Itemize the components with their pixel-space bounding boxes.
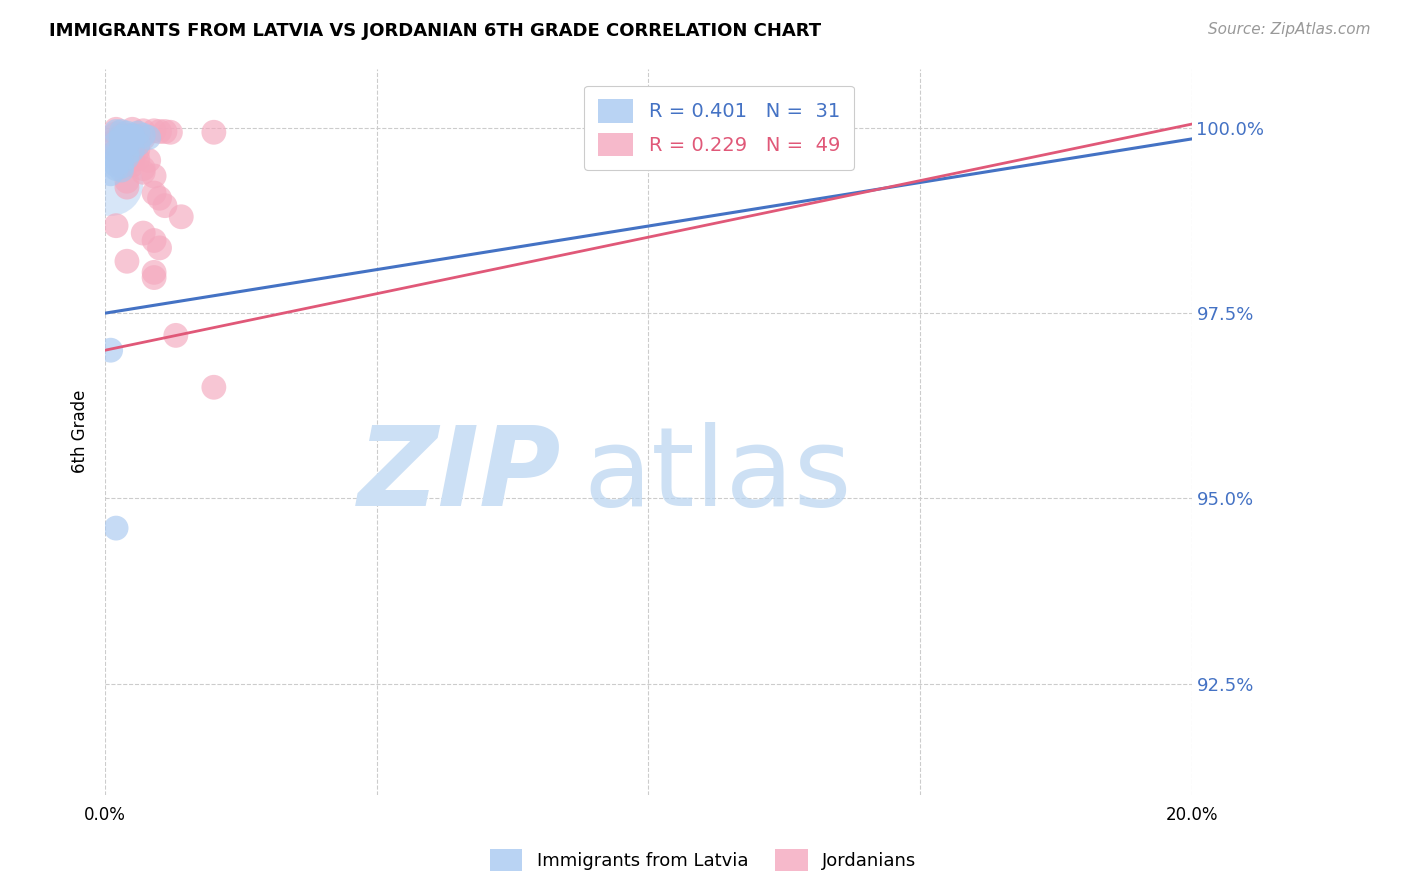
Point: [115, 174, 138, 188]
Point: [100, 177, 122, 191]
Point: [105, 158, 128, 172]
Point: [115, 146, 138, 161]
Point: [115, 134, 138, 148]
Point: [143, 265, 166, 279]
Point: [110, 124, 132, 138]
Point: [115, 142, 138, 156]
Point: [105, 122, 128, 136]
Point: [105, 521, 128, 535]
Point: [138, 130, 160, 145]
Point: [115, 254, 138, 268]
Point: [127, 137, 149, 152]
Point: [115, 180, 138, 194]
Point: [115, 149, 138, 163]
Point: [202, 125, 225, 139]
Point: [153, 199, 176, 213]
Point: [110, 134, 132, 148]
Point: [110, 160, 132, 174]
Point: [105, 152, 128, 166]
Point: [105, 124, 128, 138]
Point: [132, 131, 155, 145]
Y-axis label: 6th Grade: 6th Grade: [72, 390, 89, 474]
Text: IMMIGRANTS FROM LATVIA VS JORDANIAN 6TH GRADE CORRELATION CHART: IMMIGRANTS FROM LATVIA VS JORDANIAN 6TH …: [49, 22, 821, 40]
Point: [165, 328, 187, 343]
Point: [159, 125, 181, 139]
Point: [110, 128, 132, 143]
Point: [110, 154, 132, 169]
Point: [202, 380, 225, 394]
Point: [100, 343, 122, 358]
Point: [132, 165, 155, 179]
Point: [132, 161, 155, 176]
Point: [121, 129, 143, 144]
Point: [121, 151, 143, 165]
Point: [110, 141, 132, 155]
Point: [100, 167, 122, 181]
Point: [148, 191, 170, 205]
Point: [115, 137, 138, 152]
Point: [110, 129, 132, 144]
Text: 20.0%: 20.0%: [1166, 806, 1218, 824]
Point: [143, 270, 166, 285]
Point: [143, 186, 166, 200]
Point: [115, 136, 138, 150]
Point: [105, 149, 128, 163]
Point: [143, 169, 166, 183]
Point: [121, 146, 143, 161]
Point: [132, 124, 155, 138]
Point: [127, 129, 149, 144]
Point: [115, 126, 138, 140]
Point: [121, 129, 143, 144]
Point: [127, 152, 149, 166]
Point: [127, 143, 149, 157]
Point: [148, 241, 170, 255]
Point: [132, 128, 155, 143]
Point: [121, 122, 143, 136]
Point: [127, 137, 149, 152]
Text: ZIP: ZIP: [359, 422, 561, 529]
Point: [121, 143, 143, 157]
Point: [143, 124, 166, 138]
Point: [105, 145, 128, 159]
Legend: Immigrants from Latvia, Jordanians: Immigrants from Latvia, Jordanians: [482, 842, 924, 879]
Point: [110, 142, 132, 156]
Point: [110, 163, 132, 178]
Point: [121, 158, 143, 172]
Point: [148, 124, 170, 138]
Point: [105, 136, 128, 150]
Point: [115, 156, 138, 170]
Point: [138, 153, 160, 168]
Point: [105, 145, 128, 159]
Point: [153, 124, 176, 138]
Text: atlas: atlas: [583, 422, 852, 529]
Text: Source: ZipAtlas.com: Source: ZipAtlas.com: [1208, 22, 1371, 37]
Point: [127, 126, 149, 140]
Text: 0.0%: 0.0%: [84, 806, 127, 824]
Point: [143, 234, 166, 248]
Legend: R = 0.401   N =  31, R = 0.229   N =  49: R = 0.401 N = 31, R = 0.229 N = 49: [585, 86, 853, 169]
Point: [105, 139, 128, 153]
Point: [105, 133, 128, 147]
Point: [121, 132, 143, 146]
Point: [105, 219, 128, 233]
Point: [115, 128, 138, 143]
Point: [121, 128, 143, 143]
Point: [170, 210, 193, 224]
Point: [110, 139, 132, 153]
Point: [115, 151, 138, 165]
Point: [132, 226, 155, 240]
Point: [105, 161, 128, 176]
Point: [110, 160, 132, 174]
Point: [105, 127, 128, 141]
Point: [110, 132, 132, 146]
